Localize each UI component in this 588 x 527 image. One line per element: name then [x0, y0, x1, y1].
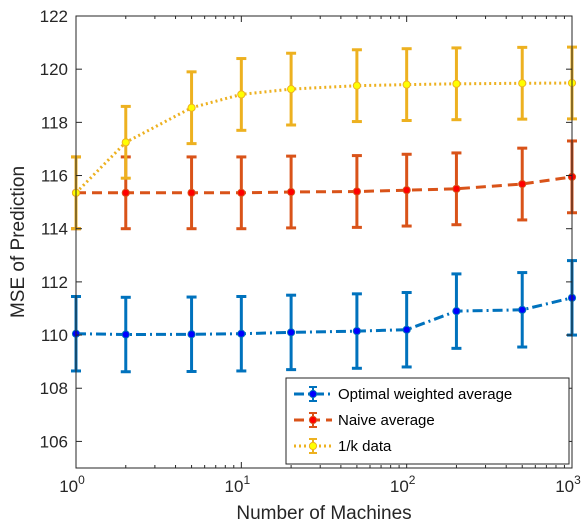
- y-tick-label: 118: [41, 113, 68, 132]
- y-tick-label: 112: [41, 273, 68, 292]
- data-point: [352, 187, 361, 196]
- data-point: [452, 184, 461, 193]
- data-point: [187, 188, 196, 197]
- legend-marker: [308, 389, 318, 399]
- data-point: [121, 330, 130, 339]
- series-line: [76, 175, 573, 195]
- data-point: [237, 329, 246, 338]
- y-tick-label: 108: [40, 379, 68, 398]
- data-point: [187, 103, 196, 112]
- x-axis-label: Number of Machines: [236, 503, 411, 524]
- y-tick-label: 120: [40, 60, 68, 79]
- legend-label: Naive average: [338, 412, 435, 429]
- data-point: [402, 325, 411, 334]
- data-point: [518, 305, 527, 314]
- legend-label: Optimal weighted average: [338, 386, 512, 403]
- y-axis-label: MSE of Prediction: [8, 166, 29, 318]
- legend: Optimal weighted average Naive average 1/k…: [285, 377, 570, 465]
- legend-item: 1/k data: [294, 438, 392, 455]
- y-tick-label: 114: [41, 220, 68, 239]
- x-tick-label: 101: [225, 473, 251, 496]
- plot-frame: [75, 15, 573, 469]
- y-tick-label: 116: [41, 167, 68, 186]
- y-tick-label: 122: [40, 7, 68, 26]
- x-tick-label: 100: [59, 473, 85, 496]
- data-point: [121, 138, 130, 147]
- data-point: [187, 330, 196, 339]
- y-tick-label: 106: [40, 432, 68, 451]
- data-point: [402, 186, 411, 195]
- data-point: [287, 328, 296, 337]
- axis-ticks: 106 108 110 112 114 116 118 120 122 100 101 102 103: [40, 7, 581, 496]
- data-point: [121, 188, 130, 197]
- series-line: [74, 81, 573, 194]
- legend-marker: [308, 415, 318, 425]
- data-point: [518, 179, 527, 189]
- series-1: [71, 139, 577, 231]
- x-tick-label: 103: [555, 473, 581, 496]
- data-point: [287, 187, 296, 197]
- data-point: [287, 85, 296, 94]
- series-0: [71, 259, 577, 374]
- data-point: [402, 80, 411, 89]
- legend-box: [285, 377, 570, 465]
- data-point: [237, 188, 246, 197]
- data-point: [352, 81, 361, 90]
- legend-item: Optimal weighted average: [294, 386, 512, 403]
- plot-marks: [71, 45, 577, 374]
- data-point: [452, 79, 461, 88]
- legend-label: 1/k data: [338, 438, 392, 455]
- data-point: [452, 307, 461, 316]
- y-tick-label: 110: [41, 326, 68, 345]
- data-point: [352, 326, 361, 336]
- legend-item: Naive average: [294, 412, 435, 429]
- series-line: [75, 296, 573, 337]
- data-point: [518, 79, 527, 88]
- x-tick-label: 102: [390, 473, 416, 496]
- series-2: [71, 45, 577, 231]
- legend-marker: [308, 441, 318, 451]
- data-point: [237, 90, 246, 99]
